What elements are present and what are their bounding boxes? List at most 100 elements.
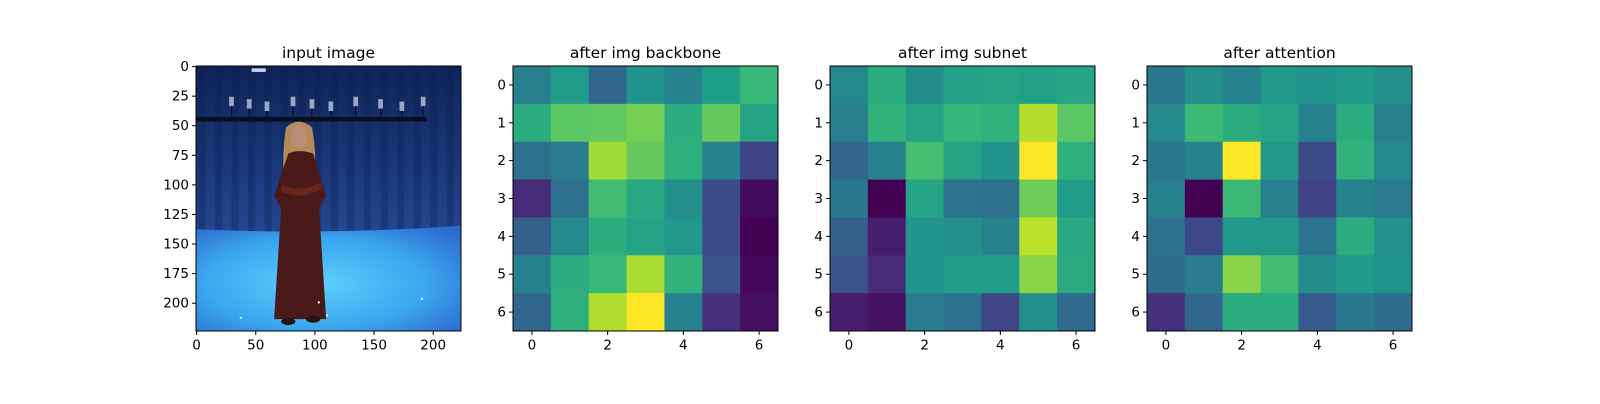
curtain-fold xyxy=(380,66,388,238)
y-tick-label: 5 xyxy=(497,267,506,283)
heatmap-cell xyxy=(1260,217,1299,256)
heatmap-cell xyxy=(1184,217,1224,256)
x-tick-label: 2 xyxy=(1237,338,1246,354)
curtain-fold xyxy=(413,66,421,238)
heatmap-cell xyxy=(588,217,627,256)
y-tick-label: 0 xyxy=(180,59,189,75)
heatmap-cell xyxy=(905,217,944,256)
heatmap-cell xyxy=(1057,66,1096,105)
heatmap-cell xyxy=(830,103,869,143)
y-tick-label: 125 xyxy=(163,207,189,223)
heatmap-cell xyxy=(1019,66,1058,105)
heatmap-cell xyxy=(550,293,590,332)
y-tick-label: 3 xyxy=(1131,191,1140,207)
x-tick-label: 200 xyxy=(420,338,446,354)
heatmap-cell xyxy=(1184,141,1224,180)
heatmap-cell xyxy=(702,66,741,105)
heatmap-cell xyxy=(905,103,944,143)
panel-title-2: after img subnet xyxy=(898,44,1027,62)
studio-floor xyxy=(196,225,461,331)
x-tick-label: 0 xyxy=(192,338,201,354)
y-tick-label: 75 xyxy=(172,148,189,164)
heatmap-cell xyxy=(1374,255,1413,294)
curtain-fold xyxy=(198,66,206,238)
heatmap-cell xyxy=(981,103,1020,143)
ceiling-light xyxy=(251,68,266,72)
heatmap-cell xyxy=(867,103,907,143)
heatmap-cell xyxy=(1374,293,1413,332)
heatmap-cell xyxy=(702,255,741,294)
panel-1: 0 2 4 6 0 1 2 3 4 5 6 after img backbone xyxy=(497,44,779,354)
heatmap-cell xyxy=(830,217,869,256)
y-tick-label: 2 xyxy=(497,153,506,169)
heatmap-cell xyxy=(1336,217,1375,256)
heatmap-cell xyxy=(830,179,869,218)
heatmap-cell xyxy=(1374,217,1413,256)
heatmap-cell xyxy=(550,103,590,143)
panel-2: 0 2 4 6 0 1 2 3 4 5 6 after img subnet xyxy=(814,44,1096,354)
heatmap-cell xyxy=(1298,179,1337,218)
heatmap-cell xyxy=(550,141,590,180)
heatmap-cell xyxy=(626,217,665,256)
heatmap-cell xyxy=(867,255,907,294)
y-tick-label: 0 xyxy=(497,77,506,93)
heatmap-cell xyxy=(702,217,741,256)
x-tick-label: 4 xyxy=(679,338,688,354)
input-photo xyxy=(196,66,461,331)
dress xyxy=(274,151,327,320)
curtain-fold xyxy=(363,66,372,238)
heatmap-cell xyxy=(1019,179,1058,218)
y-tick-label: 4 xyxy=(814,229,823,245)
shoe xyxy=(281,317,296,326)
y-tick-label: 4 xyxy=(497,229,506,245)
heatmap-cell xyxy=(664,255,703,294)
y-tick-label: 50 xyxy=(172,118,189,134)
x-tick-label: 50 xyxy=(247,338,264,354)
y-tick-label: 2 xyxy=(814,153,823,169)
heatmap-cell xyxy=(550,255,590,294)
heatmap-cell xyxy=(1057,255,1096,294)
x-tick-label: 0 xyxy=(528,338,537,354)
heatmap-cell xyxy=(664,217,703,256)
heatmap-cell xyxy=(1147,217,1186,256)
heatmap-cell xyxy=(1147,141,1186,180)
heatmap-cell xyxy=(1057,179,1096,218)
heatmap-cell xyxy=(867,293,907,332)
x-tick-label: 0 xyxy=(845,338,854,354)
curtain-fold xyxy=(314,66,322,238)
heatmap-cell xyxy=(1184,255,1224,294)
axes-frame-1 xyxy=(512,65,779,332)
heatmap-cell xyxy=(1057,293,1096,332)
panel-title-0: input image xyxy=(282,44,375,62)
y-tick-label: 175 xyxy=(163,266,189,282)
heatmap-cell xyxy=(626,141,665,180)
heatmap-cell xyxy=(905,255,944,294)
heatmap-cell xyxy=(1374,141,1413,180)
heatmap-cell xyxy=(1019,293,1058,332)
heatmap-cell xyxy=(1184,66,1224,105)
heatmap-cell xyxy=(981,293,1020,332)
x-tick-label: 150 xyxy=(361,338,387,354)
heatmap-cell xyxy=(1147,103,1186,143)
heatmap-cell xyxy=(588,293,627,332)
heatmap-cell xyxy=(981,66,1020,105)
heatmap-cell xyxy=(664,103,703,143)
heatmap-cell xyxy=(513,66,552,105)
heatmap-cell xyxy=(664,66,703,105)
y-tick-label: 6 xyxy=(497,305,506,321)
studio-light xyxy=(309,99,315,109)
heatmap-cell xyxy=(1336,179,1375,218)
heatmap-cell xyxy=(1260,141,1299,180)
heatmap-cell xyxy=(830,141,869,180)
y-tick-label: 150 xyxy=(163,237,189,253)
heatmap-cell xyxy=(740,217,779,256)
studio-light xyxy=(420,96,426,107)
heatmap-cell xyxy=(1222,66,1261,105)
curtain-fold xyxy=(214,66,223,238)
heatmap-cell xyxy=(1298,255,1337,294)
heatmap-cell xyxy=(943,141,982,180)
heatmap-cell xyxy=(664,179,703,218)
axes-frame-0 xyxy=(195,65,462,332)
heatmap-cell xyxy=(1147,179,1186,218)
